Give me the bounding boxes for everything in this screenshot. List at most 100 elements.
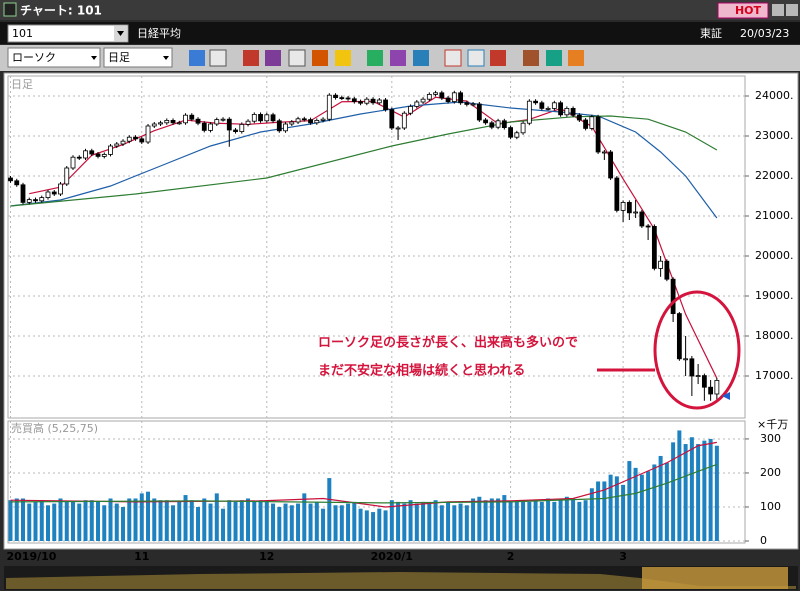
y-tick-label: 17000. — [755, 369, 794, 382]
tool-icon[interactable] — [265, 50, 281, 66]
volume-bar — [514, 501, 519, 541]
candle-body — [201, 122, 207, 131]
volume-bar — [377, 508, 382, 541]
volume-bar — [621, 484, 626, 541]
volume-bar — [289, 505, 294, 541]
candle-body — [489, 122, 495, 128]
candle-body — [183, 114, 188, 124]
volume-bar — [158, 500, 163, 541]
volume-bar — [571, 498, 576, 541]
candle-body — [545, 108, 551, 110]
x-tick-label: 3 — [619, 550, 627, 563]
volume-bar — [314, 501, 319, 541]
y-tick-label: 23000. — [755, 129, 794, 142]
volume-bar — [389, 500, 394, 541]
period-text[interactable]: 日足 — [108, 51, 130, 64]
candle-body — [508, 127, 513, 138]
tool-icon[interactable] — [243, 50, 259, 66]
volume-bar — [296, 503, 301, 541]
overview-window[interactable] — [642, 567, 788, 589]
tool-icon[interactable] — [490, 50, 506, 66]
volume-bar — [264, 501, 269, 541]
tool-icon[interactable] — [444, 49, 462, 67]
dropdown-arrow — [163, 56, 169, 60]
hot-label[interactable]: HOT — [735, 4, 762, 17]
candle-body — [376, 99, 382, 104]
highlight-ellipse — [653, 290, 741, 410]
volume-bar — [496, 498, 501, 541]
tool-icon[interactable] — [523, 50, 539, 66]
volume-bar — [602, 481, 607, 541]
hot-button[interactable] — [717, 2, 769, 19]
volume-bar — [89, 500, 94, 541]
close-button[interactable] — [786, 4, 798, 16]
volume-bar — [221, 508, 226, 541]
candle-body — [14, 180, 20, 186]
y-tick-label: 22000. — [755, 169, 794, 182]
tool-icon[interactable] — [390, 50, 406, 66]
candle-body — [58, 183, 63, 195]
volume-bar — [177, 501, 182, 541]
volume-bar — [33, 501, 38, 541]
candle-body — [526, 100, 532, 124]
period-select[interactable] — [103, 47, 173, 68]
tool-icon[interactable] — [312, 50, 328, 66]
candle-body — [245, 120, 251, 125]
tool-icon[interactable] — [367, 50, 383, 66]
tool-icon[interactable] — [335, 50, 351, 66]
volume-bar — [714, 445, 719, 541]
minimize-button[interactable] — [772, 4, 784, 16]
y-tick-label: 300 — [760, 432, 781, 445]
candle-body — [664, 260, 670, 280]
candle-body — [70, 156, 76, 169]
candle-body — [176, 122, 182, 125]
candle-body — [576, 114, 582, 121]
candle-body — [689, 358, 695, 377]
volume-bar — [671, 442, 676, 541]
volume-bar — [702, 440, 707, 541]
volume-bar — [127, 498, 132, 541]
volume-bar — [352, 501, 357, 541]
dropdown-arrow — [117, 31, 124, 36]
volume-bar — [327, 478, 332, 541]
candle-body — [608, 151, 614, 179]
code-text[interactable]: 101 — [12, 27, 33, 40]
volume-bar — [464, 505, 469, 541]
volume-bar — [58, 498, 63, 541]
candle-body — [120, 140, 126, 145]
tool-icon[interactable] — [413, 50, 429, 66]
tool-icon[interactable] — [189, 50, 205, 66]
volume-bar — [239, 500, 244, 541]
candle-body — [301, 118, 307, 121]
candle-body — [589, 116, 595, 129]
volume-bar — [308, 503, 313, 541]
volume-bar — [8, 500, 13, 541]
volume-bar — [471, 498, 476, 541]
tool-icon[interactable] — [568, 50, 584, 66]
dropdown-arrow — [91, 56, 97, 60]
volume-bar — [439, 505, 444, 541]
candle-body — [601, 151, 607, 154]
candle-body — [289, 121, 295, 125]
chart-kind-select[interactable] — [7, 47, 101, 68]
volume-bar — [683, 444, 688, 541]
volume-bar — [589, 488, 594, 541]
tool-icon[interactable] — [209, 49, 227, 67]
candle-body — [133, 136, 138, 140]
tool-icon[interactable] — [467, 49, 485, 67]
candle-body — [383, 99, 388, 110]
tool-icon[interactable] — [546, 50, 562, 66]
volume-bar — [283, 503, 288, 541]
volume-bar — [71, 501, 76, 541]
tool-icon[interactable] — [288, 49, 306, 67]
candle-body — [233, 129, 238, 133]
volume-bar — [114, 503, 119, 541]
candle-body — [551, 102, 557, 109]
candle-body — [420, 98, 426, 103]
candle-body — [520, 122, 526, 134]
y-tick-label: 21000. — [755, 209, 794, 222]
volume-bar — [639, 474, 644, 541]
chart-kind-text[interactable]: ローソク — [12, 51, 56, 64]
title-bar — [0, 0, 800, 20]
code-input[interactable] — [7, 24, 129, 43]
